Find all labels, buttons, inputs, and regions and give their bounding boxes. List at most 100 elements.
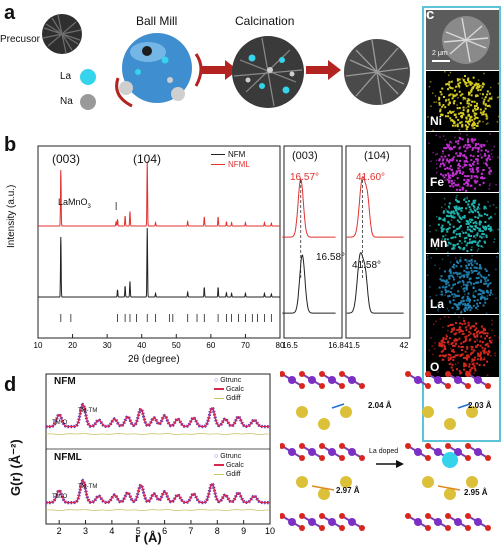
oxygen-atom — [319, 371, 325, 377]
oxygen-atom — [485, 455, 491, 461]
oxygen-atom — [425, 371, 431, 377]
xrd-trace — [38, 228, 280, 297]
bond-mid-right: 2.95 Å — [464, 488, 488, 497]
oxygen-atom — [465, 525, 471, 531]
legend-nfm-label: NFM — [228, 150, 245, 159]
pdf-tmo-label-2: TM-O — [52, 494, 67, 500]
pdf-legend-entry: Gdiff — [214, 470, 244, 479]
pdf-tmtm-label-1: TM-TM — [78, 408, 97, 414]
tm-atom — [348, 376, 356, 384]
zoom-peak — [347, 177, 404, 238]
tm-atom — [454, 518, 462, 526]
pdf-legend-label: Gdiff — [226, 471, 241, 478]
zoom1-nfm-angle: 16.58° — [316, 252, 345, 263]
oxygen-atom — [465, 443, 471, 449]
tm-atom — [308, 448, 316, 456]
pdf-ylabel: G(r) (Å⁻²) — [8, 439, 24, 496]
na-atom — [318, 488, 330, 500]
eds-ni-label: Ni — [430, 114, 442, 128]
eds-map-ni: Ni — [426, 71, 499, 131]
impurity-name: LaMnO — [58, 197, 88, 207]
zoom-tick-label: 42 — [400, 341, 409, 350]
oxygen-atom — [319, 525, 325, 531]
tm-atom — [454, 376, 462, 384]
tm-atom — [474, 376, 482, 384]
pdf-legend-nfml: ○ Gtrunc Gcalc Gdiff — [214, 452, 244, 479]
x-tick-label: 10 — [34, 341, 43, 350]
tm-atom — [328, 448, 336, 456]
tm-atom — [474, 448, 482, 456]
peak-003-label: (003) — [52, 152, 80, 166]
structure-nfml — [405, 371, 491, 531]
la-dot — [80, 69, 96, 85]
pdf-x-tick-label: 7 — [188, 526, 193, 536]
na-label: Na — [60, 96, 73, 107]
x-tick-label: 60 — [206, 341, 215, 350]
crystal-structures — [280, 370, 502, 544]
oxygen-atom — [465, 383, 471, 389]
tm-atom — [414, 448, 422, 456]
oxygen-atom — [319, 443, 325, 449]
na-atom — [444, 418, 456, 430]
impurity-subscript: 3 — [88, 204, 91, 210]
x-tick-label: 40 — [137, 341, 146, 350]
na-atom — [340, 406, 352, 418]
oxygen-atom — [299, 513, 305, 519]
oxygen-atom — [359, 383, 365, 389]
structure-nfm — [280, 371, 365, 531]
pdf-legend-entry: ○ Gtrunc — [214, 452, 244, 461]
sem-image: 2 μm — [426, 10, 499, 70]
oxygen-atom — [425, 525, 431, 531]
doping-arrow — [396, 460, 404, 468]
eds-map-o: O — [426, 315, 499, 377]
oxygen-atom — [299, 525, 305, 531]
oxygen-atom — [339, 513, 345, 519]
oxygen-atom — [425, 383, 431, 389]
tm-atom — [474, 518, 482, 526]
tm-atom — [434, 518, 442, 526]
na-dot — [80, 94, 96, 110]
na-atom — [422, 476, 434, 488]
tm-atom — [434, 376, 442, 384]
oxygen-atom — [485, 525, 491, 531]
panel-a-schematic — [0, 0, 420, 130]
zoom-peak — [282, 179, 335, 237]
oxygen-atom — [339, 443, 345, 449]
x-tick-label: 70 — [241, 341, 250, 350]
tm-atom — [288, 376, 296, 384]
pdf-legend-label: Gdiff — [226, 395, 241, 402]
pdf-x-tick-label: 6 — [162, 526, 167, 536]
oxygen-atom — [299, 371, 305, 377]
oxygen-atom — [319, 383, 325, 389]
pdf-legend-entry: Gcalc — [214, 461, 244, 470]
x-tick-label: 50 — [172, 341, 181, 350]
zoom2-nfml-angle: 41.60° — [356, 172, 385, 183]
panel-label-c: c — [426, 6, 434, 23]
na-atom — [296, 406, 308, 418]
pdf-legend-nfm: ○ Gtrunc Gcalc Gdiff — [214, 376, 244, 403]
sem-scale-label: 2 μm — [432, 50, 448, 57]
zoom1-nfml-angle: 16.57° — [290, 172, 319, 183]
tm-atom — [308, 376, 316, 384]
pdf-legend-entry: ○ Gtrunc — [214, 376, 244, 385]
oxygen-atom — [465, 455, 471, 461]
eds-map-mn: Mn — [426, 193, 499, 253]
tm-atom — [414, 518, 422, 526]
pdf-legend-entry: Gcalc — [214, 385, 244, 394]
pdf-legend-label: Gcalc — [226, 462, 244, 469]
oxygen-atom — [425, 455, 431, 461]
tm-atom — [328, 376, 336, 384]
la-atom — [442, 452, 458, 468]
bond-mid-left: 2.97 Å — [336, 486, 360, 495]
na-atom — [296, 476, 308, 488]
oxygen-atom — [465, 513, 471, 519]
pdf-legend-entry: Gdiff — [214, 394, 244, 403]
precursor-particle — [42, 14, 82, 54]
ball-mill-jar — [117, 33, 201, 106]
zoom1-title: (003) — [292, 150, 318, 162]
oxygen-atom — [319, 513, 325, 519]
bond-top-left: 2.04 Å — [368, 401, 392, 410]
